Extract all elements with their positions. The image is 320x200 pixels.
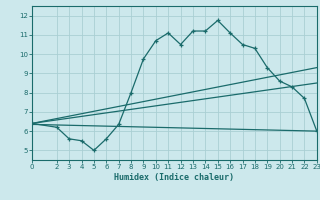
X-axis label: Humidex (Indice chaleur): Humidex (Indice chaleur) [115, 173, 234, 182]
